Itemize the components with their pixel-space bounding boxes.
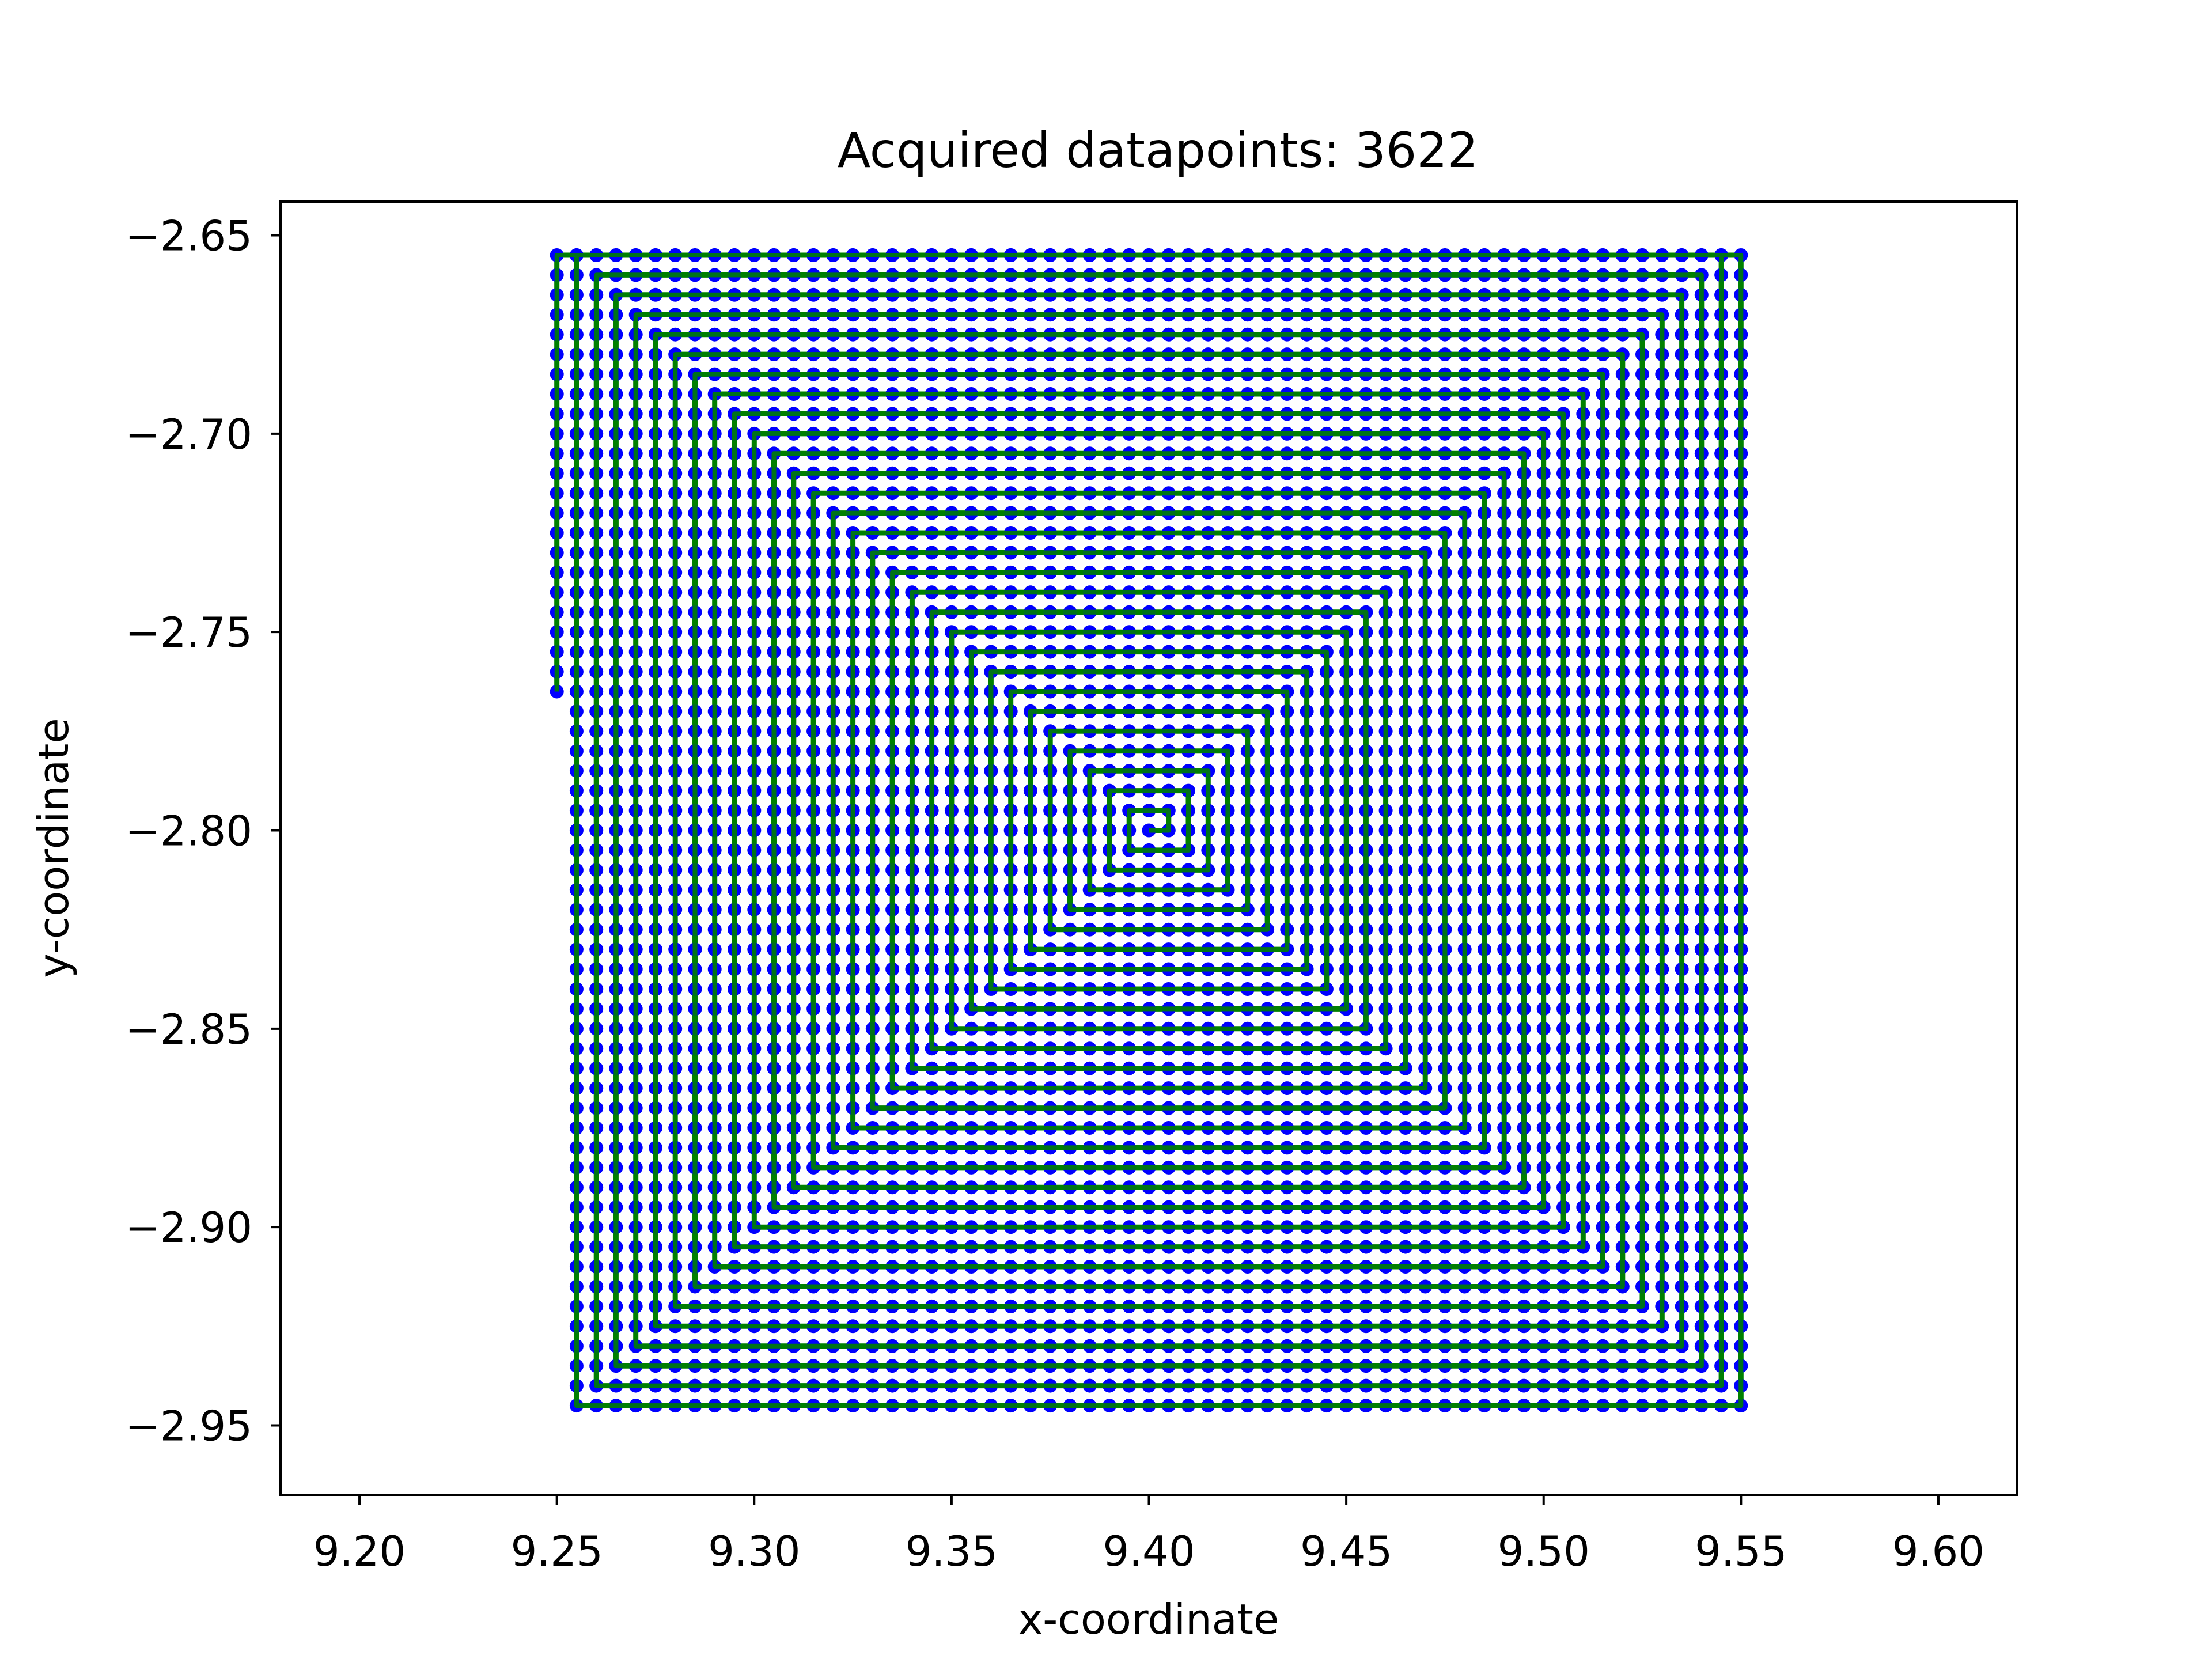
y-tick-label: −2.75 [125,608,252,657]
y-tick-label: −2.85 [125,1005,252,1054]
x-axis-label: x-coordinate [1018,1595,1279,1643]
y-tick-label: −2.70 [125,410,252,459]
x-tick-label: 9.25 [511,1527,603,1575]
y-tick-label: −2.90 [125,1203,252,1252]
x-tick-label: 9.40 [1103,1527,1195,1575]
x-tick-label: 9.45 [1300,1527,1392,1575]
x-tick-label: 9.60 [1892,1527,1984,1575]
spiral-path-overlay [554,253,1744,1408]
y-tick-label: −2.95 [125,1402,252,1450]
x-tick-label: 9.55 [1695,1527,1787,1575]
y-axis-label: y-coordinate [29,718,78,978]
y-tick-label: −2.65 [125,212,252,260]
x-tick-label: 9.35 [906,1527,998,1575]
data-layer [550,248,1748,1413]
x-axis-ticks: 9.20 9.25 9.30 9.35 9.40 9.45 9.50 9.55 9.60 [313,1495,1984,1575]
chart-title: Acquired datapoints: 3622 [838,122,1478,179]
x-tick-label: 9.50 [1498,1527,1590,1575]
y-axis-ticks: −2.65 −2.70 −2.75 −2.80 −2.85 −2.90 −2.95 [125,212,281,1450]
x-tick-label: 9.20 [313,1527,406,1575]
x-tick-label: 9.30 [708,1527,800,1575]
y-tick-label: −2.80 [125,807,252,855]
